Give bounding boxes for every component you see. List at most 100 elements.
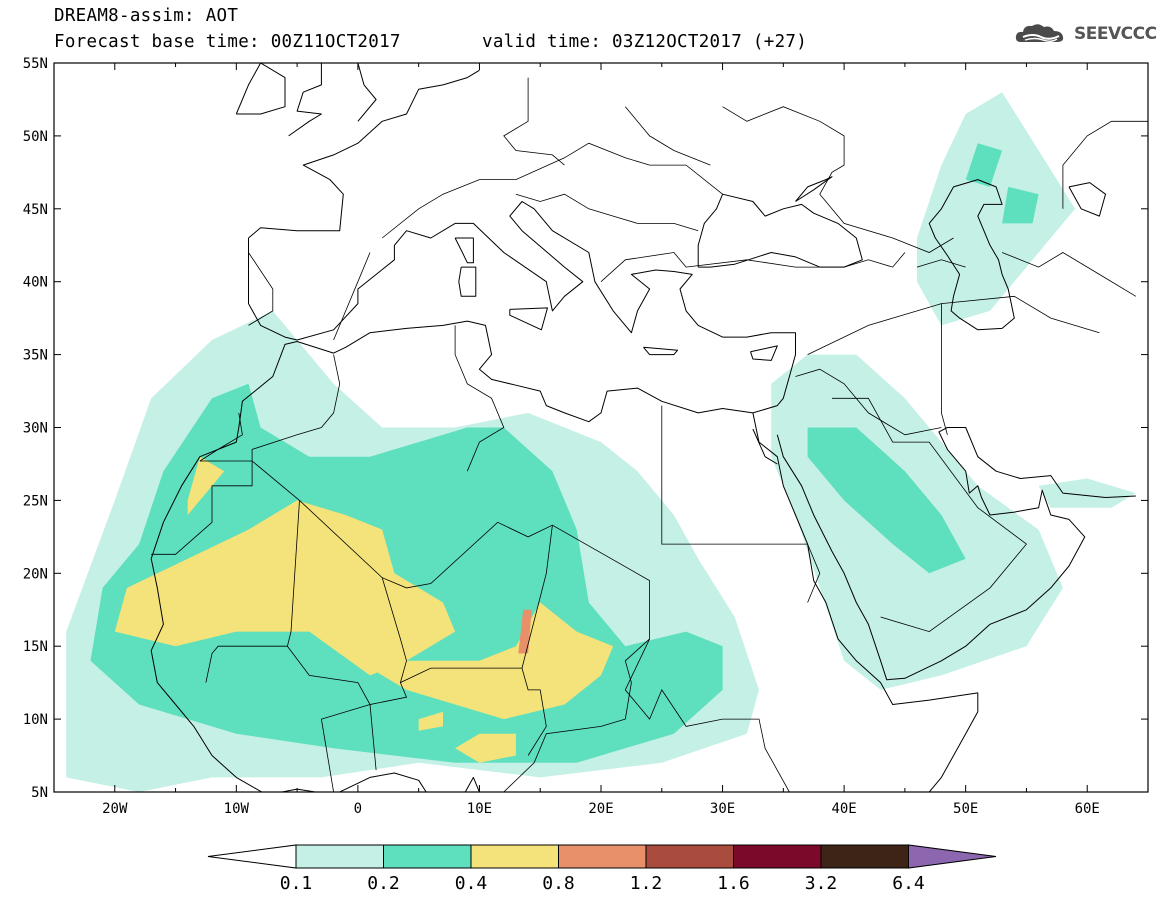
country-border-16 bbox=[515, 193, 699, 232]
legend-label: 0.8 bbox=[542, 873, 575, 894]
coastline-1 bbox=[464, 776, 480, 792]
coastline-6 bbox=[288, 63, 322, 137]
coastline-17 bbox=[1068, 182, 1106, 217]
legend-swatch-7 bbox=[820, 844, 909, 869]
aot-level-1-region-2 bbox=[917, 92, 1076, 326]
country-border-1 bbox=[251, 460, 650, 792]
legend-swatch-3 bbox=[470, 844, 559, 869]
country-borders bbox=[151, 77, 1148, 792]
legend-label: 1.2 bbox=[630, 873, 663, 894]
lat-tick-label: 40N bbox=[23, 275, 48, 291]
aot-level-3-region-11 bbox=[455, 733, 516, 763]
legend-swatch-1 bbox=[295, 844, 384, 869]
country-border-18 bbox=[248, 252, 274, 326]
lat-tick-label: 45N bbox=[23, 202, 48, 218]
country-border-10 bbox=[832, 397, 1027, 633]
lat-tick-label: 35N bbox=[23, 348, 48, 364]
aot-level-2-region-7 bbox=[1002, 186, 1039, 224]
aot-level-1-region-3 bbox=[1038, 478, 1136, 508]
lon-tick-label: 10E bbox=[467, 801, 492, 817]
coastline-5 bbox=[248, 69, 480, 239]
country-border-25 bbox=[624, 106, 711, 166]
map-title: DREAM8-assim: AOT bbox=[54, 6, 239, 26]
cloud-logo-icon bbox=[1015, 24, 1064, 42]
coastline-16 bbox=[928, 179, 1015, 331]
country-border-26 bbox=[503, 77, 565, 166]
coastline-2 bbox=[752, 412, 979, 792]
country-border-24 bbox=[722, 106, 954, 253]
country-border-11 bbox=[807, 303, 948, 435]
logo-text: SEEVCCC bbox=[1074, 24, 1157, 44]
legend-swatch-2 bbox=[383, 844, 472, 869]
legend-label: 6.4 bbox=[892, 873, 925, 894]
coastline-11 bbox=[509, 307, 548, 331]
forecast-base-time: Forecast base time: 00Z11OCT2017 bbox=[54, 32, 401, 52]
lon-tick-label: 20E bbox=[588, 801, 613, 817]
lat-tick-label: 30N bbox=[23, 421, 48, 437]
legend-label: 3.2 bbox=[805, 873, 838, 894]
lon-tick-label: 20W bbox=[102, 801, 128, 817]
aot-level-3-region-12 bbox=[418, 711, 443, 731]
country-border-13 bbox=[916, 259, 966, 268]
legend-label: 0.4 bbox=[455, 873, 488, 894]
lat-tick-label: 50N bbox=[23, 129, 48, 145]
country-border-2 bbox=[205, 500, 300, 683]
axis-ticks: 55N 50N 45N 40N 35N 30N 25N 20N 15N 10N 5N 20W 10W 0 1… bbox=[23, 56, 1148, 817]
seevccc-logo: SEEVCCC bbox=[1015, 22, 1157, 46]
lat-tick-label: 15N bbox=[23, 639, 48, 655]
country-border-6 bbox=[320, 703, 377, 792]
aot-shading bbox=[66, 92, 1136, 792]
lat-tick-label: 25N bbox=[23, 493, 48, 509]
legend-label: 1.6 bbox=[717, 873, 750, 894]
legend-swatch-4 bbox=[558, 844, 647, 869]
legend-arrow-low bbox=[207, 844, 297, 869]
coastline-4 bbox=[776, 427, 1136, 681]
coastline-12 bbox=[643, 346, 679, 356]
country-border-20 bbox=[454, 325, 505, 472]
coastline-15 bbox=[795, 176, 833, 202]
coastlines bbox=[150, 63, 1136, 792]
aot-level-3-region-10 bbox=[357, 602, 614, 720]
country-border-3 bbox=[287, 645, 547, 756]
country-border-19 bbox=[333, 252, 371, 341]
lon-tick-label: 40E bbox=[831, 801, 856, 817]
coastline-7 bbox=[357, 63, 377, 122]
coastline-8 bbox=[235, 63, 286, 115]
country-border-14 bbox=[1001, 252, 1137, 297]
legend-arrow-high bbox=[908, 844, 997, 869]
coastline-14 bbox=[697, 193, 863, 268]
lon-tick-label: 50E bbox=[953, 801, 978, 817]
aot-level-2-region-6 bbox=[965, 143, 1003, 187]
coastline-3 bbox=[752, 428, 778, 465]
legend-swatch-6 bbox=[733, 844, 822, 869]
aot-level-3-region-9 bbox=[114, 500, 456, 676]
valid-time: valid time: 03Z12OCT2017 (+27) bbox=[482, 32, 808, 52]
country-border-5 bbox=[521, 525, 553, 669]
lon-tick-label: 10W bbox=[224, 801, 250, 817]
country-border-4 bbox=[381, 577, 407, 683]
country-border-12 bbox=[941, 295, 1100, 334]
lat-tick-label: 10N bbox=[23, 712, 48, 728]
lon-tick-label: 60E bbox=[1075, 801, 1100, 817]
legend-swatch-5 bbox=[645, 844, 734, 869]
country-border-17 bbox=[600, 252, 906, 282]
coastline-9 bbox=[454, 237, 474, 264]
lon-tick-label: 30E bbox=[710, 801, 735, 817]
coastline-13 bbox=[750, 345, 778, 361]
legend-label: 0.2 bbox=[367, 873, 400, 894]
country-border-21 bbox=[251, 354, 341, 461]
aot-level-3-region-8 bbox=[187, 456, 225, 515]
aot-level-2-region-5 bbox=[807, 427, 966, 574]
lat-tick-label: 55N bbox=[23, 56, 48, 72]
country-border-8 bbox=[624, 638, 790, 792]
country-border-7 bbox=[661, 405, 821, 603]
country-border-22 bbox=[199, 412, 243, 462]
legend-label: 0.1 bbox=[280, 873, 313, 894]
lat-tick-label: 20N bbox=[23, 566, 48, 582]
coastline-10 bbox=[458, 266, 477, 297]
lon-tick-label: 0 bbox=[354, 801, 362, 817]
lat-tick-label: 5N bbox=[31, 785, 48, 801]
color-legend: 0.1 0.2 0.4 0.8 1.2 1.6 3.2 6.4 bbox=[207, 844, 997, 894]
country-border-23 bbox=[1062, 120, 1148, 209]
